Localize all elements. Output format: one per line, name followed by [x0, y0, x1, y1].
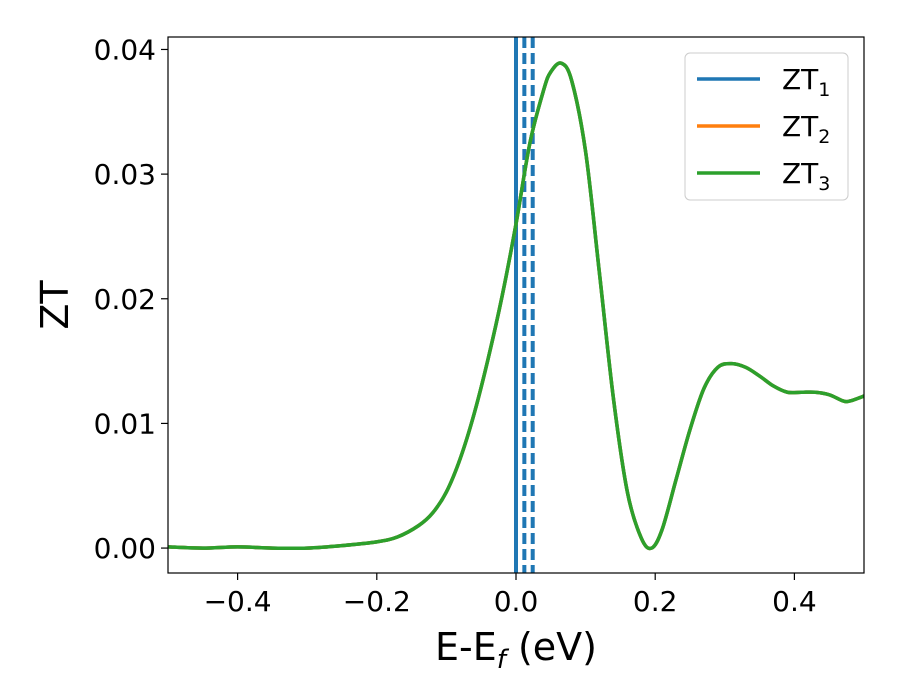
legend-frame [684, 52, 849, 201]
y-tick-label: 0.03 [94, 158, 156, 191]
y-axis-ticks: 0.00 0.01 0.02 0.03 0.04 [94, 33, 168, 565]
legend-label-zt3: ZT3 [782, 157, 830, 195]
y-tick-label: 0.01 [94, 407, 156, 440]
series-line-zt3 [168, 61, 864, 551]
x-tick-label: −0.4 [204, 585, 272, 618]
legend-label-zt2: ZT2 [782, 110, 830, 148]
series-lines [168, 61, 864, 551]
legend-label-zt1: ZT1 [782, 63, 830, 101]
y-axis-title: ZT [33, 280, 77, 330]
legend: ZT1 ZT2 ZT3 [684, 52, 849, 201]
y-tick-label: 0.04 [94, 33, 156, 66]
x-tick-label: −0.2 [343, 585, 411, 618]
y-tick-label: 0.02 [94, 283, 156, 316]
x-tick-label: 0.4 [772, 585, 817, 618]
x-axis-ticks: −0.4 −0.2 0.0 0.2 0.4 [204, 573, 817, 618]
x-tick-label: 0.2 [633, 585, 678, 618]
vertical-marker-lines [514, 37, 535, 573]
y-tick-label: 0.00 [94, 532, 156, 565]
x-axis-title: E-Ef (eV) [435, 625, 597, 675]
x-tick-label: 0.0 [494, 585, 539, 618]
